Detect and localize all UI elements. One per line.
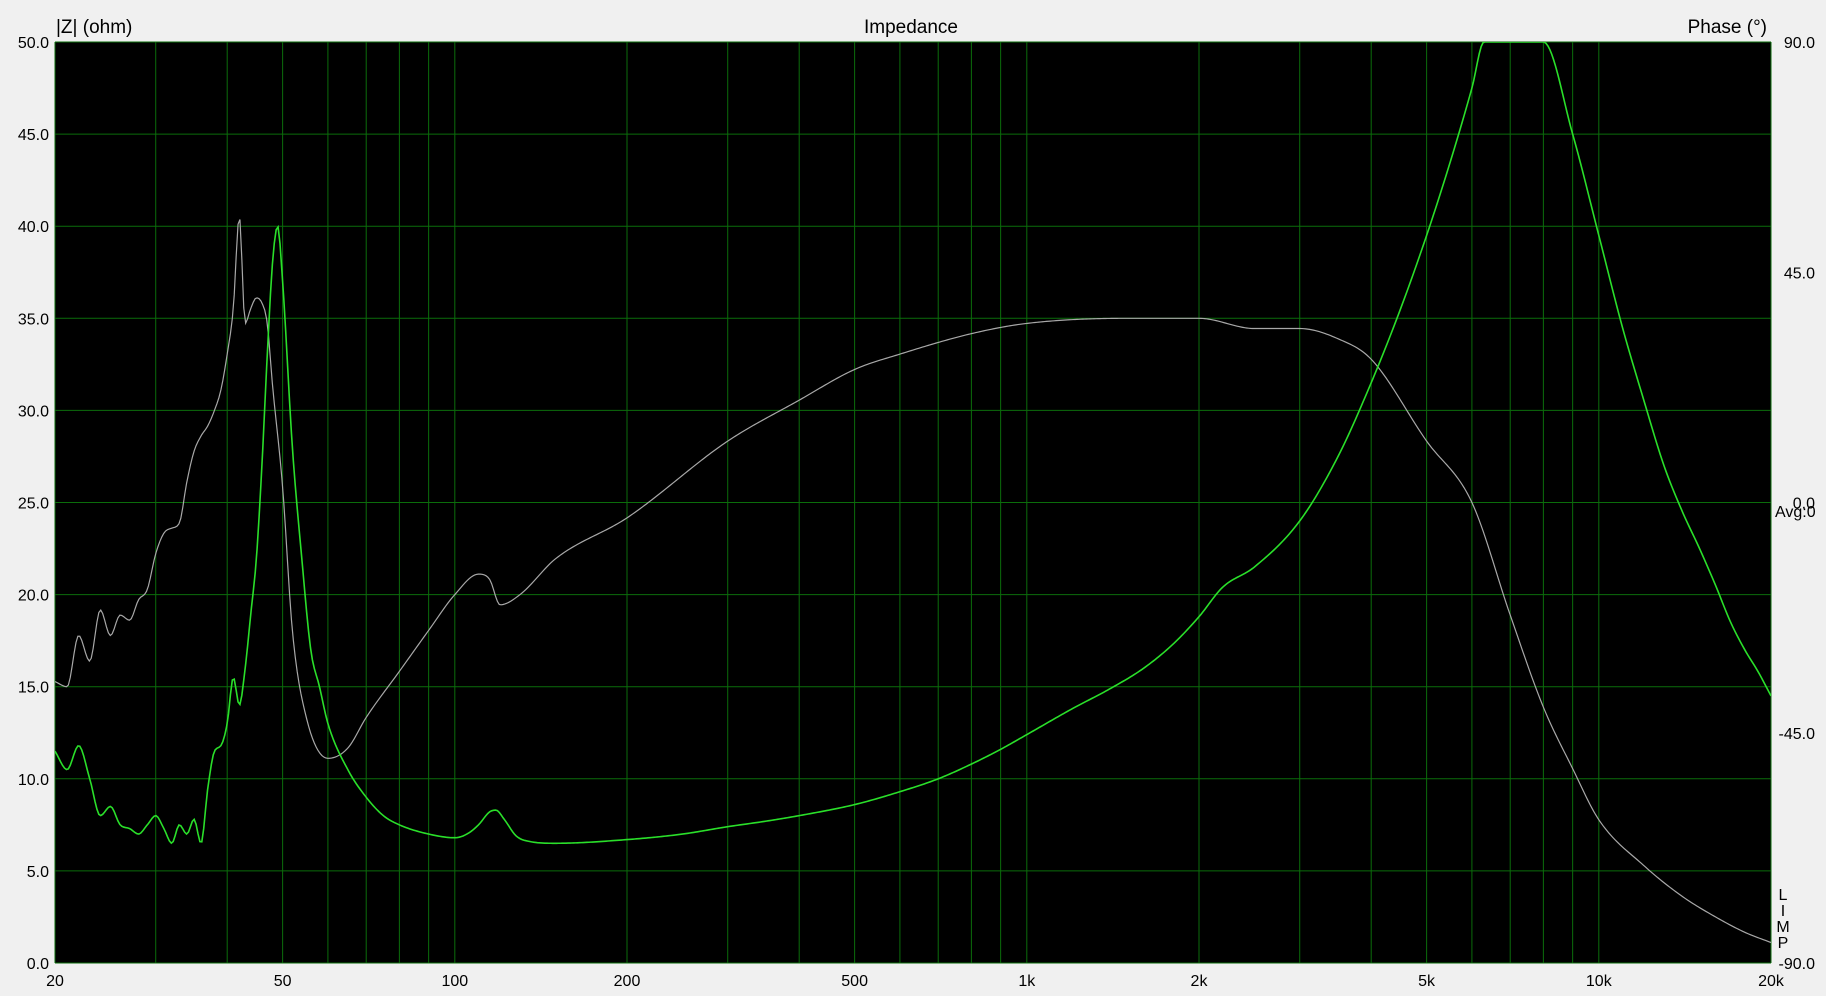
y-tick-label: 5.0 xyxy=(27,864,49,881)
y-axis-right-title: Phase (°) xyxy=(1688,17,1767,38)
y2-tick-label: -90.0 xyxy=(1779,956,1816,973)
y-tick-label: 30.0 xyxy=(18,403,49,420)
side-letter: P xyxy=(1778,935,1789,952)
y2-tick-label: 45.0 xyxy=(1784,265,1815,282)
x-tick-label: 20k xyxy=(1758,973,1785,990)
avg-label: Avg:0 xyxy=(1775,504,1816,521)
x-tick-label: 500 xyxy=(841,973,868,990)
side-letter: I xyxy=(1781,903,1785,920)
x-tick-label: 10k xyxy=(1586,973,1613,990)
y-tick-label: 10.0 xyxy=(18,772,49,789)
y-tick-label: 45.0 xyxy=(18,127,49,144)
y-tick-label: 15.0 xyxy=(18,680,49,697)
series-layer xyxy=(55,42,1771,944)
x-tick-label: 20 xyxy=(46,973,64,990)
side-letter: M xyxy=(1776,919,1789,936)
phase-series-line xyxy=(55,219,1771,944)
y-tick-label: 50.0 xyxy=(18,35,49,52)
x-axis-ticks: 20 50 100 200 500 1k 2k 5k 10k 20k xyxy=(46,973,1785,990)
y-axis-right-ticks: 90.0 45.0 0.0 -45.0 -90.0 xyxy=(1779,35,1816,973)
x-tick-label: 50 xyxy=(274,973,292,990)
y-tick-label: 25.0 xyxy=(18,496,49,513)
x-tick-label: 2k xyxy=(1191,973,1209,990)
impedance-series-line xyxy=(55,42,1771,845)
x-tick-label: 200 xyxy=(614,973,641,990)
y2-tick-label: -45.0 xyxy=(1779,726,1816,743)
x-tick-label: 5k xyxy=(1418,973,1436,990)
y-axis-left-ticks: 0.0 5.0 10.0 15.0 20.0 25.0 30.0 35.0 40.0 45.0 50… xyxy=(18,35,49,973)
y2-tick-label: 90.0 xyxy=(1784,35,1815,52)
y-tick-label: 40.0 xyxy=(18,219,49,236)
chart-title: Impedance xyxy=(864,17,958,38)
y-axis-left-title: |Z| (ohm) xyxy=(56,17,132,38)
x-tick-label: 1k xyxy=(1018,973,1036,990)
y2-tick-label: 0.0 xyxy=(1793,496,1815,513)
side-letter: L xyxy=(1779,887,1788,904)
x-tick-label: 100 xyxy=(441,973,468,990)
y-tick-label: 20.0 xyxy=(18,588,49,605)
y-tick-label: 35.0 xyxy=(18,311,49,328)
y-tick-label: 0.0 xyxy=(27,956,49,973)
